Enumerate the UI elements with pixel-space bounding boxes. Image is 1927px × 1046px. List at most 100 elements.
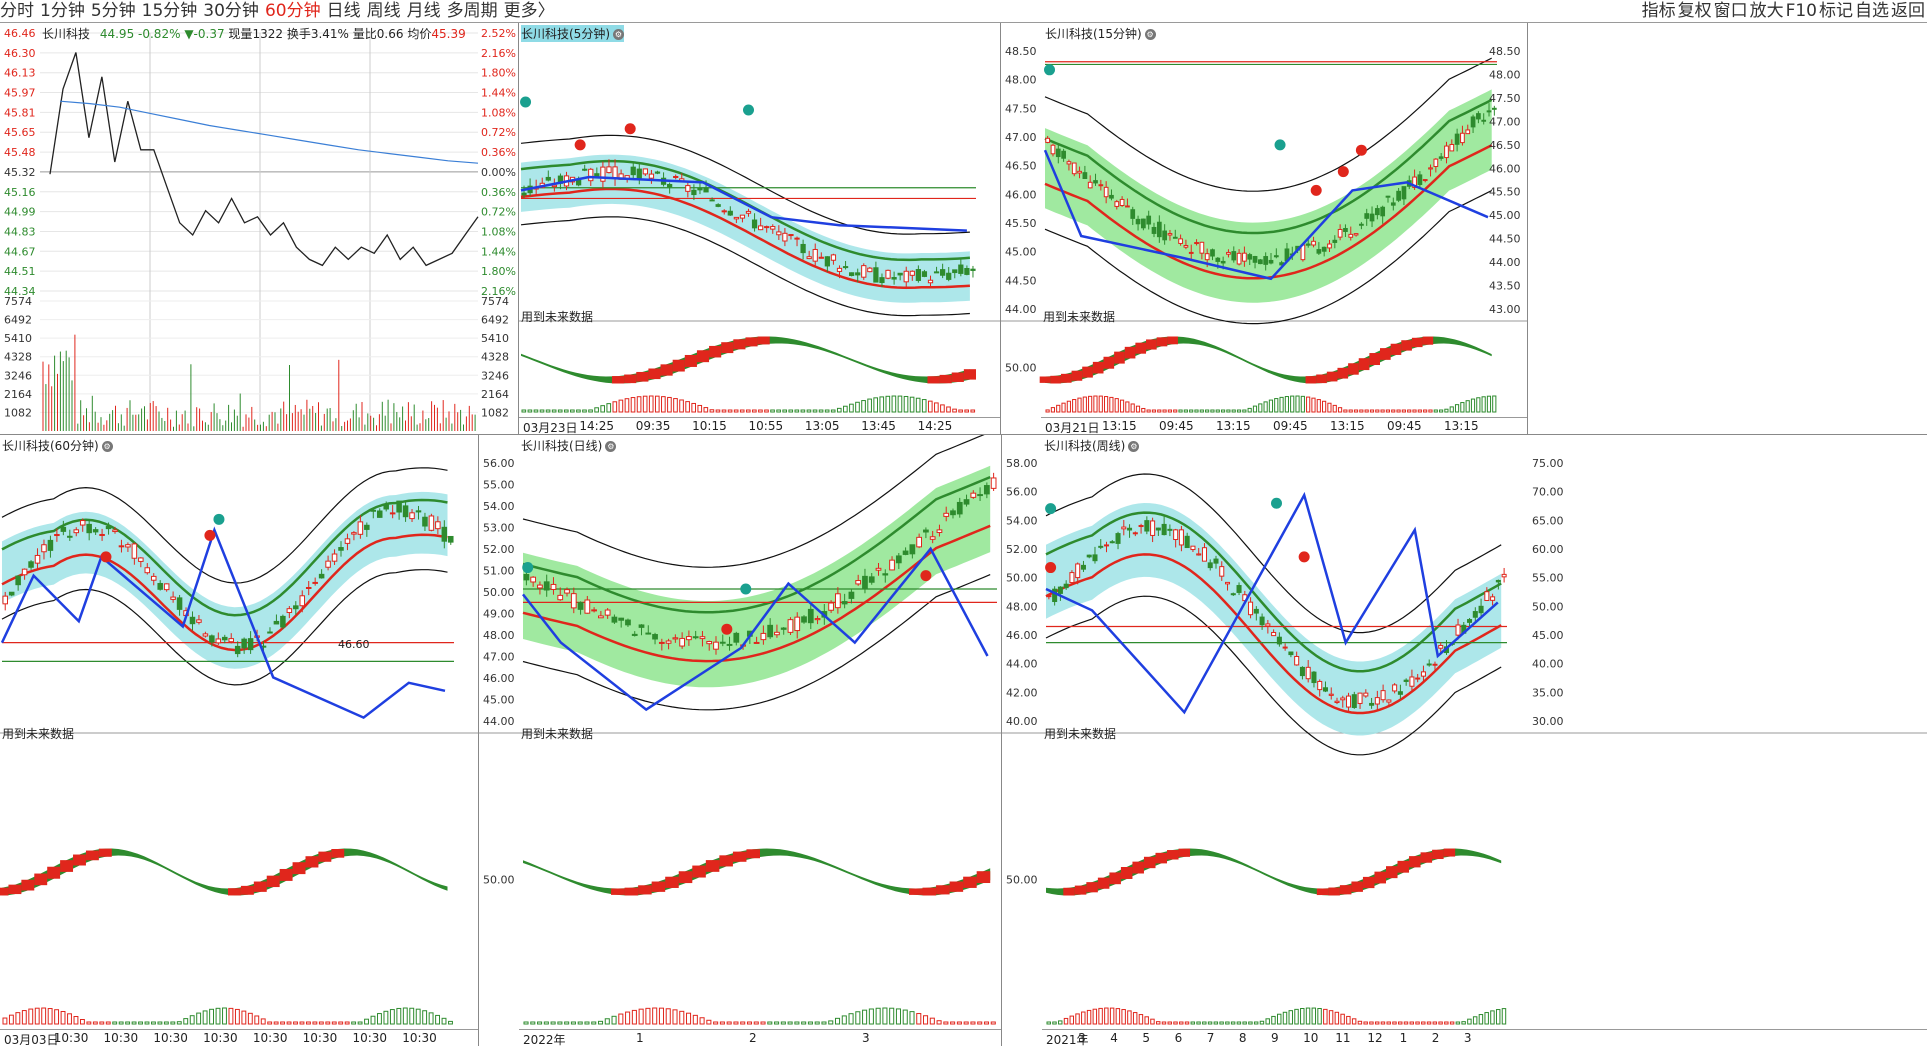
- toolbar-right-item-7[interactable]: 返回: [1891, 1, 1925, 21]
- panel-60min[interactable]: 长川科技(60分钟) ⚙ 46.60 用到未来数据 03月03日 10:30 10:3…: [0, 435, 479, 1046]
- x-axis-label: 5: [1142, 1031, 1151, 1045]
- histogram-bar: [1075, 1013, 1080, 1025]
- histogram-bar: [767, 1021, 773, 1025]
- histogram-bar: [1115, 1008, 1121, 1025]
- panel-60min-title: 长川科技(60分钟) ⚙: [2, 439, 113, 453]
- candle-body: [842, 266, 849, 269]
- candle-body: [1455, 624, 1461, 636]
- candle-body: [196, 619, 202, 623]
- pct-tick-label: 1.80%: [481, 67, 516, 80]
- candle-body: [1385, 195, 1391, 198]
- panel-5min-title: 长川科技(5分钟) ⚙: [521, 25, 624, 42]
- timeframe-tab-8[interactable]: 月线: [406, 1, 441, 21]
- price-tick-label: 46.46: [4, 27, 36, 40]
- candle-body: [665, 640, 672, 644]
- timeframe-tab-4[interactable]: 30分钟: [203, 1, 259, 21]
- zigzag-line: [0, 526, 446, 720]
- candle-body: [1380, 206, 1386, 217]
- timeframe-tab-10[interactable]: 更多〉: [503, 1, 555, 21]
- candle-body: [645, 632, 652, 635]
- chart-daily[interactable]: 56.00 55.00 54.00 53.00 52.00 51.00 50.00 49.00…: [479, 435, 1001, 1046]
- timeframe-tab-3[interactable]: 15分钟: [141, 1, 198, 21]
- toolbar-right-item-1[interactable]: 复权: [1677, 1, 1712, 21]
- histogram-bar: [983, 1021, 990, 1025]
- histogram-bar: [1386, 1021, 1391, 1025]
- toolbar-right-item-0[interactable]: 指标: [1641, 1, 1676, 21]
- timeframe-tab-7[interactable]: 周线: [366, 1, 401, 21]
- price-tick-label: 45.32: [4, 166, 36, 179]
- candle-body: [1057, 586, 1063, 594]
- histogram-bar: [1306, 396, 1311, 413]
- y-right-tick-label: 55.00: [1532, 572, 1564, 585]
- histogram-bar: [1184, 1021, 1190, 1025]
- timeframe-tab-0[interactable]: 分时: [0, 1, 34, 21]
- candle-body: [1403, 679, 1409, 682]
- candle-body: [176, 597, 183, 610]
- histogram-bar: [909, 396, 915, 413]
- candle-body: [1449, 143, 1455, 152]
- candle-body: [873, 267, 879, 283]
- toolbar-right-item-6[interactable]: 自选: [1855, 1, 1889, 21]
- right-axis-top: [1528, 23, 1927, 435]
- candle-body: [286, 608, 293, 613]
- candle-body: [1282, 646, 1288, 649]
- histogram-bar: [867, 398, 872, 413]
- candle-body: [299, 595, 306, 607]
- x-axis-weekly: 2021年 3 4 5 6 7 8 9 10 11 12 1 2 3: [1042, 1029, 1927, 1046]
- candle-body: [841, 601, 848, 605]
- price-tick-label: 44.83: [4, 225, 36, 238]
- future-data-label: 用到未来数据: [1043, 310, 1116, 324]
- toolbar-right-item-2[interactable]: 窗口: [1713, 1, 1748, 21]
- x-axis-label: 10:30: [203, 1031, 238, 1045]
- timeframe-tab-1[interactable]: 1分钟: [40, 1, 85, 21]
- candle-body: [956, 501, 963, 515]
- candle-body: [715, 204, 721, 207]
- histogram-bar: [125, 1021, 131, 1025]
- panel-daily[interactable]: 长川科技(日线) ⚙ 56.00 55.00 54.00 53.00 52.00 51.00…: [479, 435, 1002, 1046]
- histogram-bar: [105, 1021, 111, 1025]
- timeframe-tab-2[interactable]: 5分钟: [90, 1, 136, 21]
- histogram-bar: [1231, 409, 1236, 413]
- histogram-bar: [577, 1021, 583, 1025]
- histogram-bar: [1077, 397, 1082, 413]
- timeframe-tab-5[interactable]: 60分钟: [264, 1, 321, 21]
- intraday-panel[interactable]: 长川科技 44.95 -0.82% ▼-0.37 现量1322 换手3.41% …: [0, 23, 519, 435]
- panel-weekly[interactable]: 长川科技(周线) ⚙ 58.00 56.00 54.00 52.00 50.00 48.00…: [1002, 435, 1927, 1046]
- candle-body: [770, 226, 776, 230]
- candle-body: [828, 602, 834, 611]
- candle-body: [1115, 533, 1121, 544]
- price-tick-label: 45.65: [4, 126, 36, 139]
- histogram-bar: [1199, 409, 1204, 413]
- chart-5min[interactable]: [519, 23, 1000, 434]
- histogram-bar: [389, 1009, 395, 1025]
- histogram-bar: [1056, 404, 1061, 413]
- y-right-tick-label: 60.00: [1532, 543, 1564, 556]
- timeframe-tab-6[interactable]: 日线: [326, 1, 361, 21]
- candle-body: [849, 272, 855, 276]
- x-axis-label: 2022年: [523, 1033, 566, 1046]
- histogram-bar: [1205, 409, 1210, 413]
- buy-signal-icon: [204, 529, 216, 541]
- chart-15min[interactable]: 48.50 48.00 47.50 47.00 46.50 46.00 45.50 45.00…: [1001, 23, 1527, 434]
- candle-body: [882, 573, 889, 576]
- toolbar-right-item-4[interactable]: F10: [1785, 1, 1817, 21]
- candle-body: [1265, 623, 1271, 627]
- candle-body: [652, 634, 658, 640]
- y-tick-label: 48.50: [1005, 45, 1037, 58]
- histogram-bar: [1259, 1020, 1265, 1025]
- candle-body: [794, 237, 800, 240]
- toolbar-right-item-5[interactable]: 标记: [1819, 1, 1853, 21]
- histogram-bar: [338, 1021, 344, 1025]
- chart-60min[interactable]: 46.60: [0, 435, 478, 1046]
- toolbar-right-item-3[interactable]: 放大: [1749, 1, 1784, 21]
- indicator-band: [523, 465, 991, 688]
- panel-15min[interactable]: 长川科技(15分钟) ⚙ 48.50 48.00 47.50 47.00 46.50 46.…: [1001, 23, 1528, 435]
- y-tick-label: 58.00: [1006, 457, 1038, 470]
- candle-body: [1045, 137, 1051, 143]
- intraday-chart[interactable]: 46.46 2.52% 46.30 2.16% 46.13 1.80% 45.97 1.44%…: [0, 23, 518, 434]
- candle-body: [1178, 238, 1183, 244]
- chart-weekly[interactable]: 58.00 56.00 54.00 52.00 50.00 48.00 46.00 44.00…: [1002, 435, 1927, 1046]
- oscillator-tick-label: 50.00: [1006, 874, 1038, 887]
- panel-5min[interactable]: 长川科技(5分钟) ⚙ 用到未来数据 03月23日 14:25 09:35 10:15 1…: [519, 23, 1001, 435]
- timeframe-tab-9[interactable]: 多周期: [446, 1, 498, 21]
